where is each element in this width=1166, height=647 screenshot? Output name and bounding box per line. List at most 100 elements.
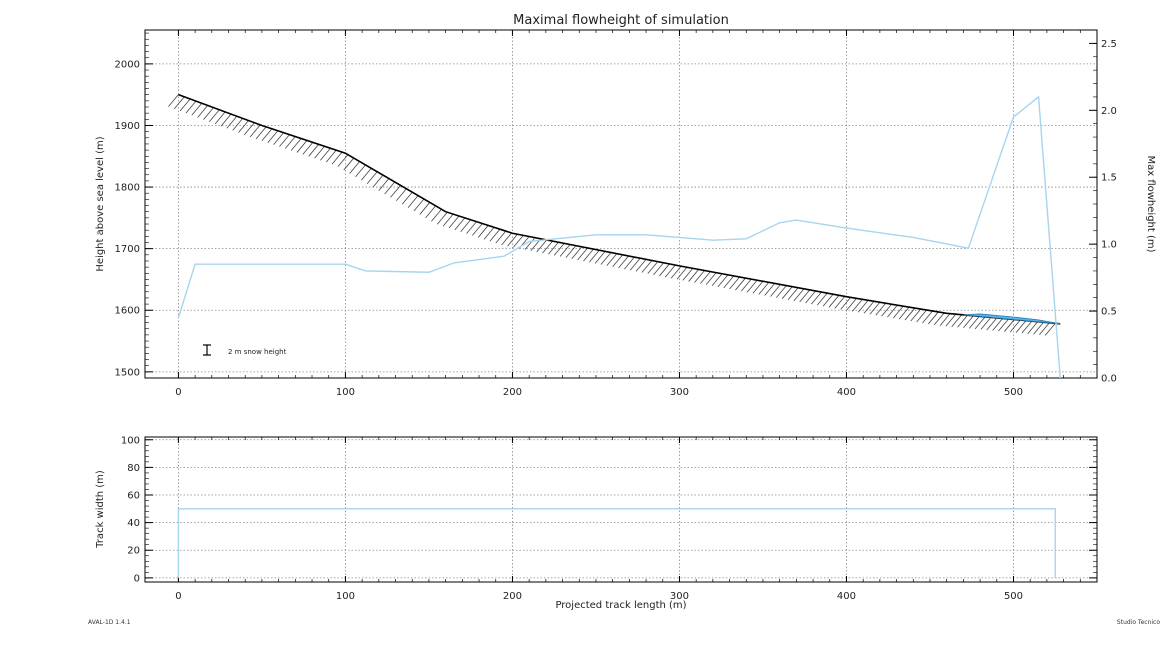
hatch-stroke [512, 235, 524, 248]
hatch-stroke [285, 136, 296, 149]
hatch-stroke [401, 191, 413, 205]
hatch-stroke [407, 195, 419, 208]
hatch-stroke [366, 171, 378, 184]
snow-height-marker: 2 m snow height [203, 344, 287, 356]
hatch-stroke [729, 276, 740, 290]
hatch-stroke [273, 132, 284, 145]
bottom-grid [145, 437, 1097, 582]
top-y-tick-label: 1800 [115, 183, 140, 194]
hatch-stroke [863, 301, 875, 314]
hatch-stroke [454, 217, 466, 231]
hatch-stroke [279, 134, 290, 147]
hatch-stroke [536, 239, 547, 253]
hatch-stroke [442, 213, 454, 227]
top-y-axis-label: Height above sea level (m) [95, 136, 106, 271]
bottom-x-tick-label: 0 [175, 591, 181, 602]
hatch-stroke [653, 262, 664, 276]
hatch-stroke [664, 264, 676, 278]
top-grid [145, 30, 1097, 378]
hatch-stroke [723, 275, 735, 289]
hatch-stroke [577, 247, 588, 261]
hatch-stroke [372, 174, 384, 188]
hatch-stroke [314, 146, 325, 159]
hatch-stroke [933, 312, 945, 326]
top-x-tick-label: 300 [670, 387, 689, 398]
hatch-stroke [255, 126, 267, 140]
hatch-stroke [822, 293, 834, 307]
top-y-tick-label: 1500 [115, 367, 140, 378]
hatch-stroke [852, 299, 863, 312]
track-width-line [177, 508, 1056, 578]
hatch-stroke [805, 290, 816, 304]
hatch-stroke [431, 209, 442, 222]
hatch-stroke [1044, 323, 1056, 336]
hatch-stroke [875, 302, 887, 316]
hatch-stroke [203, 107, 214, 120]
hatch-stroke [232, 118, 244, 131]
bottom-x-tick-label: 500 [1004, 591, 1023, 602]
hatch-stroke [583, 248, 594, 262]
bottom-tick-labels: 0 100 200 300 400 500 0 20 40 60 80 100 [121, 435, 1023, 602]
hatch-stroke [559, 244, 571, 257]
bottom-x-tick-label: 400 [837, 591, 856, 602]
hatch-stroke [1015, 320, 1027, 333]
hatch-stroke [489, 228, 501, 242]
footer-right-text: Studio Tecnico [1117, 619, 1160, 626]
top-x-tick-label: 200 [503, 387, 522, 398]
hatch-stroke [892, 305, 904, 319]
top-y2-axis-label: Max flowheight (m) [1145, 155, 1156, 252]
hatch-stroke [641, 260, 653, 273]
hatch-stroke [220, 113, 232, 127]
hatch-stroke [922, 310, 933, 324]
bottom-axis-ticks [145, 437, 1097, 582]
hatch-stroke [974, 316, 986, 330]
top-y2-tick-label: 1.0 [1101, 240, 1117, 251]
hatch-stroke [1027, 321, 1039, 334]
hatch-stroke [717, 274, 729, 288]
hatch-stroke [624, 256, 635, 270]
hatch-stroke [308, 144, 320, 157]
hatch-stroke [600, 252, 612, 265]
hatch-stroke [968, 316, 980, 329]
hatch-stroke [548, 241, 559, 255]
hatch-stroke [477, 225, 489, 238]
terrain-hatching [168, 94, 1056, 336]
hatch-stroke [857, 300, 869, 313]
hatch-stroke [670, 265, 682, 279]
hatch-stroke [209, 109, 220, 123]
hatch-stroke [331, 151, 343, 165]
hatch-stroke [770, 284, 781, 297]
top-axis-ticks [145, 29, 1097, 379]
hatch-stroke [846, 298, 857, 311]
hatch-stroke [448, 215, 460, 229]
hatch-stroke [799, 289, 811, 303]
hatch-stroke [320, 147, 331, 161]
hatch-stroke [980, 317, 992, 330]
hatch-stroke [238, 120, 249, 133]
hatch-stroke [501, 232, 512, 246]
top-y-tick-label: 1900 [115, 121, 140, 132]
hatch-stroke [659, 263, 670, 277]
hatch-stroke [869, 301, 881, 315]
deposit-area [963, 313, 1061, 325]
hatch-stroke [460, 219, 471, 233]
hatch-stroke [290, 138, 302, 151]
hatch-stroke [302, 142, 314, 155]
hatch-stroke [1021, 320, 1033, 334]
top-y2-tick-label: 0.5 [1101, 307, 1117, 318]
hatch-stroke [606, 253, 618, 266]
bottom-y-tick-label: 20 [127, 546, 140, 557]
terrain-profile-line [178, 93, 1061, 325]
hatch-stroke [618, 255, 629, 269]
hatch-stroke [635, 259, 647, 272]
hatch-stroke [682, 268, 694, 281]
hatch-stroke [173, 96, 185, 110]
hatch-stroke [951, 314, 963, 327]
hatch-stroke [588, 249, 600, 263]
hatch-stroke [261, 128, 273, 142]
hatch-stroke [378, 178, 390, 191]
hatch-stroke [343, 157, 355, 171]
hatch-stroke [764, 283, 775, 296]
hatch-stroke [688, 269, 699, 282]
